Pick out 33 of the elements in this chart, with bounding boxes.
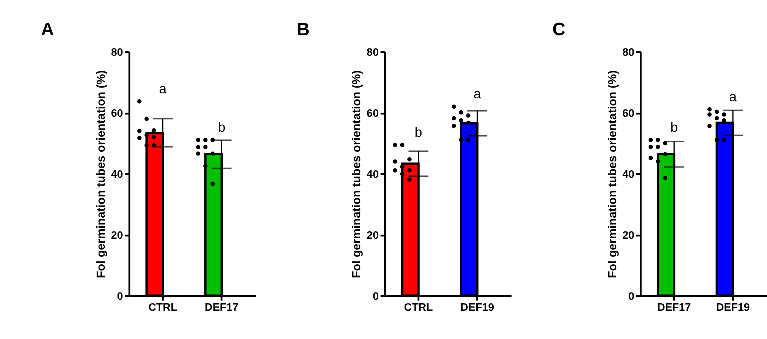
annotation: a xyxy=(474,86,482,102)
y-tick-label: 80 xyxy=(622,47,635,60)
x-tick-label: CTRL xyxy=(404,302,434,314)
y-axis-title: Fol germination tubes orientation (%) xyxy=(350,70,364,278)
y-tick-label: 40 xyxy=(366,169,379,182)
chart-title: C xyxy=(552,20,566,40)
annotation: b xyxy=(218,120,226,135)
x-tick-label: DEF17 xyxy=(204,302,239,314)
y-tick-label: 60 xyxy=(366,108,379,120)
annotation: a xyxy=(729,89,738,104)
x-tick-label: DEF19 xyxy=(716,302,750,314)
x-tick-label: CTRL xyxy=(148,302,178,314)
chart-title: B xyxy=(296,20,310,40)
annotation: a xyxy=(159,82,168,97)
y-tick-label: 20 xyxy=(111,230,124,242)
y-tick-label: 80 xyxy=(366,47,379,60)
y-tick-label: 40 xyxy=(111,169,124,182)
y-axis-title: Fol germination tubes orientation (%) xyxy=(94,70,108,278)
y-axis-title: Fol germination tubes orientation (%) xyxy=(606,70,620,278)
y-tick-label: 60 xyxy=(111,108,124,120)
y-tick-label: 60 xyxy=(622,108,635,120)
y-tick-label: 20 xyxy=(366,230,379,242)
y-tick-label: 80 xyxy=(111,47,124,60)
y-tick-label: 0 xyxy=(117,290,124,303)
y-tick-label: 40 xyxy=(622,169,635,182)
annotation: b xyxy=(670,120,678,135)
annotation: b xyxy=(414,125,422,140)
chart-title: A xyxy=(41,20,54,40)
x-tick-label: DEF17 xyxy=(657,302,692,314)
y-tick-label: 0 xyxy=(372,290,379,303)
y-tick-label: 0 xyxy=(628,290,635,303)
x-tick-label: DEF19 xyxy=(460,302,494,314)
y-tick-label: 20 xyxy=(622,230,635,242)
